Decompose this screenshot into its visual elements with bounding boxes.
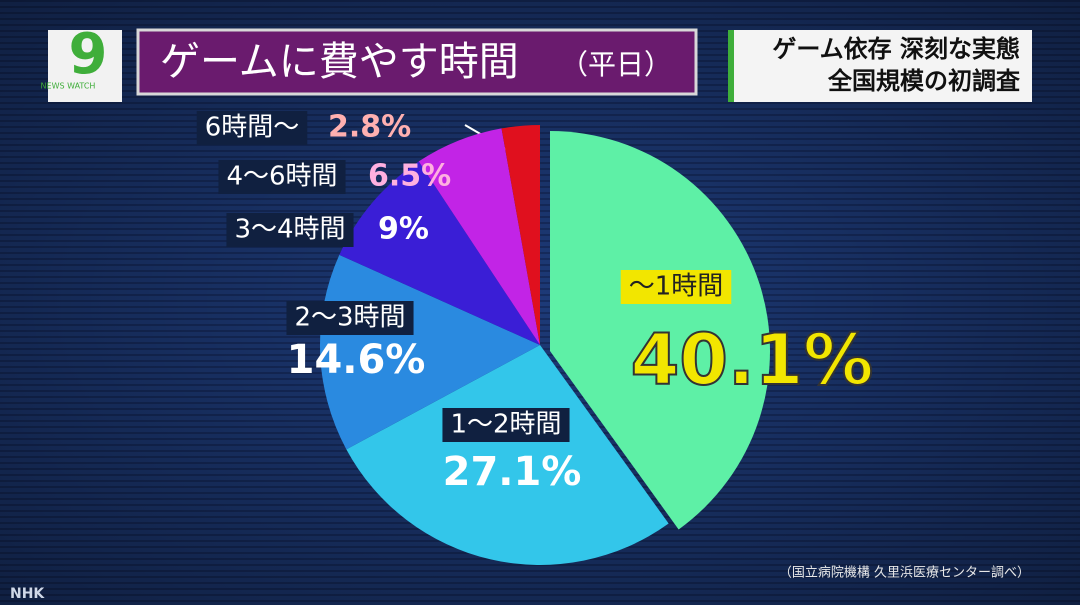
pie-slice [501, 125, 540, 345]
labels: 〜1時間 40.1% 1〜2時間 27.1% 2〜3時間 14.6% 3〜4時間 9% 4〜6時… [196, 110, 874, 495]
value-label: 40.1% [631, 319, 874, 401]
category-label-box [620, 270, 732, 304]
headline-line: ゲーム依存 深刻な実態 [772, 35, 1020, 63]
category-label: 3〜4時間 [234, 215, 345, 245]
pie-slice [346, 345, 669, 565]
title-box [136, 28, 698, 96]
headline-line: 全国規模の初調査 [827, 67, 1020, 95]
category-label: 1〜2時間 [450, 410, 561, 440]
chart-subtitle: （平日） [560, 48, 672, 81]
pie-slice [550, 131, 770, 530]
logo-box [48, 30, 122, 102]
category-label-box [442, 408, 570, 442]
logo-number: 9 [69, 22, 108, 87]
category-label: 6時間〜 [205, 113, 300, 143]
value-label: 9% [378, 212, 429, 247]
pie-slice [339, 161, 540, 345]
value-label: 6.5% [368, 159, 451, 194]
pie-slice [418, 128, 540, 345]
chart-title: ゲームに費やす時間 [160, 39, 519, 85]
source: （国立病院機構 久里浜医療センター調べ） [779, 566, 1030, 581]
headline-accent [728, 30, 734, 102]
category-label: 4〜6時間 [226, 162, 337, 192]
category-label: 〜1時間 [629, 272, 724, 302]
logo-text: NEWS WATCH [41, 82, 96, 91]
category-label: 2〜3時間 [294, 303, 405, 333]
value-label: 14.6% [287, 337, 426, 383]
category-label-box [286, 301, 414, 335]
value-label: 27.1% [443, 449, 582, 495]
headline-box [728, 30, 1032, 102]
broadcaster: NHK [10, 586, 45, 602]
category-label-box [218, 160, 346, 194]
category-label-box [226, 213, 354, 247]
value-label: 2.8% [328, 110, 411, 145]
category-label-box [196, 111, 308, 145]
